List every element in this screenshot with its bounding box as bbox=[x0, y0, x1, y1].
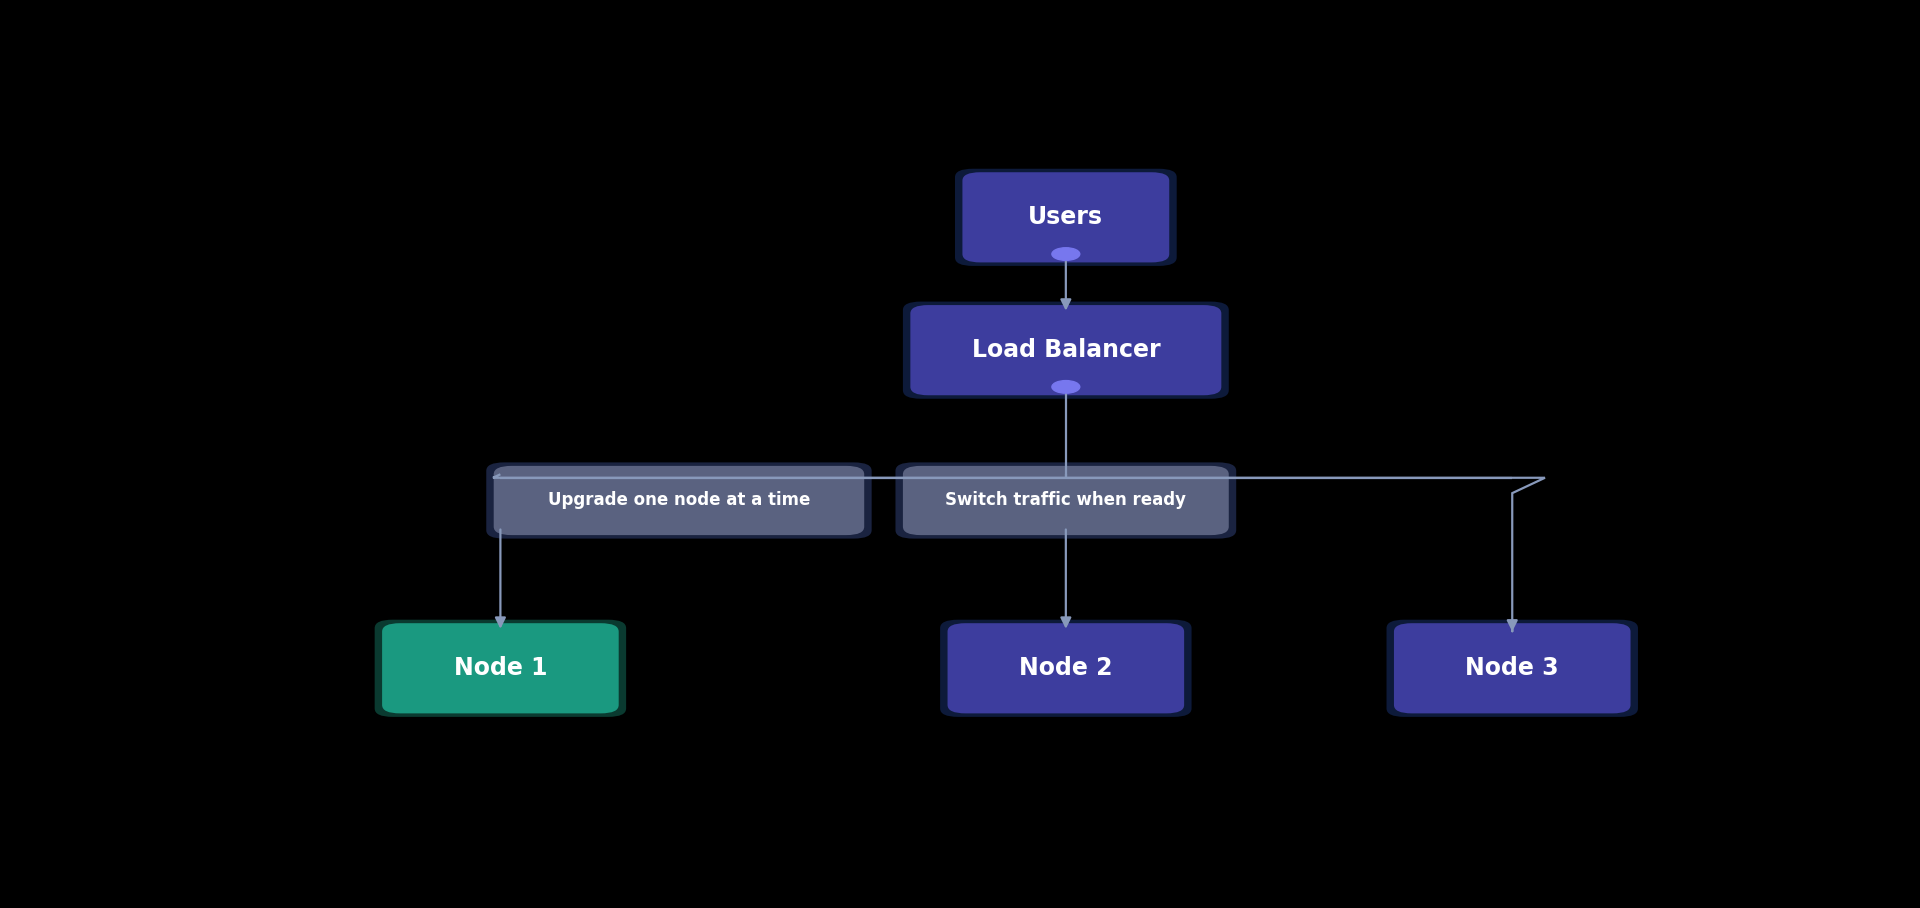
FancyBboxPatch shape bbox=[910, 305, 1221, 395]
FancyBboxPatch shape bbox=[374, 619, 626, 717]
FancyBboxPatch shape bbox=[902, 301, 1229, 399]
Ellipse shape bbox=[1052, 248, 1079, 261]
FancyBboxPatch shape bbox=[382, 623, 618, 714]
FancyBboxPatch shape bbox=[948, 623, 1185, 714]
Text: Load Balancer: Load Balancer bbox=[972, 338, 1160, 362]
Text: Users: Users bbox=[1029, 205, 1104, 230]
FancyBboxPatch shape bbox=[941, 619, 1192, 717]
FancyBboxPatch shape bbox=[954, 169, 1177, 266]
FancyBboxPatch shape bbox=[962, 173, 1169, 262]
FancyBboxPatch shape bbox=[1394, 623, 1630, 714]
Ellipse shape bbox=[1052, 380, 1079, 393]
Text: Node 2: Node 2 bbox=[1020, 656, 1112, 680]
Text: Switch traffic when ready: Switch traffic when ready bbox=[945, 491, 1187, 509]
FancyBboxPatch shape bbox=[1386, 619, 1638, 717]
FancyBboxPatch shape bbox=[902, 466, 1229, 535]
FancyBboxPatch shape bbox=[895, 462, 1236, 538]
FancyBboxPatch shape bbox=[486, 462, 872, 538]
Text: Upgrade one node at a time: Upgrade one node at a time bbox=[547, 491, 810, 509]
Text: Node 1: Node 1 bbox=[453, 656, 547, 680]
FancyBboxPatch shape bbox=[493, 466, 864, 535]
Text: Node 3: Node 3 bbox=[1465, 656, 1559, 680]
